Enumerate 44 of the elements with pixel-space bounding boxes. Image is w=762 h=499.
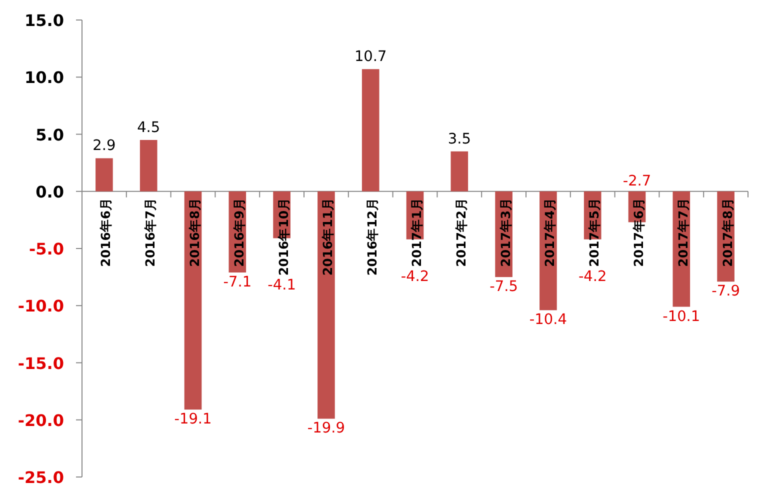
data-label: -4.2 <box>578 268 607 285</box>
x-tick-label: 2016年12月 <box>364 197 380 276</box>
data-label: 4.5 <box>137 120 160 136</box>
y-tick-label: 15.0 <box>24 11 64 30</box>
data-label: -4.2 <box>400 268 430 285</box>
x-tick-label: 2017年1月 <box>409 197 424 267</box>
bar <box>362 69 380 192</box>
x-tick-label: 2017年8月 <box>720 197 735 267</box>
y-tick-label: 0.0 <box>36 182 64 202</box>
x-tick-label: 2016年7月 <box>142 197 158 267</box>
bar <box>96 158 113 192</box>
bar <box>450 151 468 192</box>
y-tick-label: -20.0 <box>18 410 64 430</box>
x-tick-label: 2016年11月 <box>320 197 336 276</box>
x-tick-label: 2017年6月 <box>631 197 646 267</box>
data-label: 2.9 <box>92 138 116 154</box>
y-tick-label: -25.0 <box>18 468 64 487</box>
y-tick-label: -10.0 <box>18 296 64 316</box>
data-label: -19.1 <box>174 412 212 428</box>
y-tick-label: -15.0 <box>18 354 64 373</box>
x-tick-label: 2017年4月 <box>542 197 558 267</box>
y-tick-label: 10.0 <box>24 68 64 88</box>
data-label: -19.9 <box>307 420 345 437</box>
data-label: -10.4 <box>529 312 567 328</box>
x-tick-label: 2016年6月 <box>98 197 114 267</box>
data-label: 10.7 <box>354 49 387 66</box>
y-tick-label: 5.0 <box>36 125 64 144</box>
x-tick-label: 2017年7月 <box>675 197 690 267</box>
data-label: -7.5 <box>490 279 518 296</box>
x-tick-label: 2016年9月 <box>231 197 246 267</box>
x-tick-label: 2017年5月 <box>586 197 602 267</box>
y-tick-label: -5.0 <box>29 240 64 258</box>
bar <box>318 191 335 419</box>
data-label: -10.1 <box>662 308 700 325</box>
data-label: 3.5 <box>448 131 471 148</box>
x-tick-label: 2016年8月 <box>187 197 202 267</box>
x-tick-label: 2016年10月 <box>276 197 291 276</box>
x-tick-label: 2017年2月 <box>453 197 468 267</box>
data-label: -7.9 <box>712 284 740 300</box>
data-label: -2.7 <box>622 173 652 190</box>
data-label: -7.1 <box>223 274 252 290</box>
data-label: -4.1 <box>268 278 296 294</box>
x-tick-label: 2017年3月 <box>498 197 513 267</box>
bar <box>140 140 158 192</box>
